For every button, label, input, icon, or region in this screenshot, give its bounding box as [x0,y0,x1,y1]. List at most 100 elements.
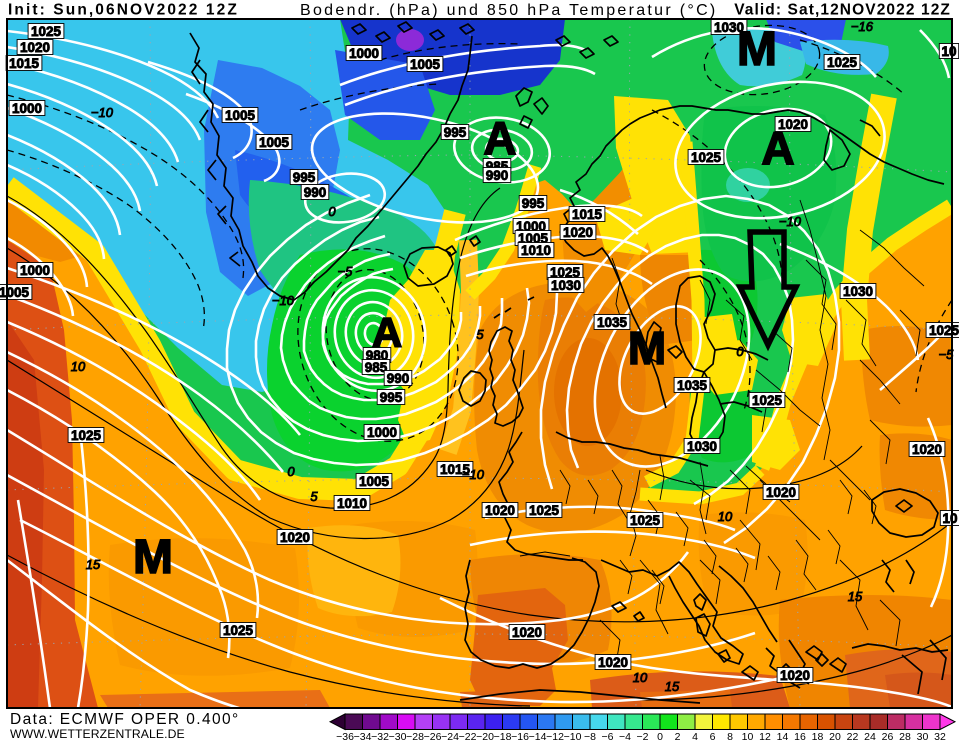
svg-text:12: 12 [759,731,771,741]
svg-text:1000: 1000 [20,263,50,278]
svg-text:1020: 1020 [778,117,808,132]
svg-text:1005: 1005 [225,108,256,123]
svg-text:−16: −16 [851,19,874,34]
svg-text:0: 0 [328,204,336,219]
svg-text:1025: 1025 [550,265,581,280]
svg-text:1025: 1025 [529,503,560,518]
svg-text:1005: 1005 [359,474,390,489]
svg-text:−20: −20 [476,731,494,741]
svg-text:15: 15 [86,557,101,572]
svg-text:10: 10 [71,359,86,374]
svg-text:1010: 1010 [521,243,551,258]
svg-text:24: 24 [864,731,876,741]
svg-text:18: 18 [812,731,824,741]
svg-text:−24: −24 [441,731,459,741]
svg-text:1025: 1025 [223,623,254,638]
svg-text:Data: ECMWF OPER 0.400°: Data: ECMWF OPER 0.400° [10,711,240,728]
svg-text:−22: −22 [459,731,477,741]
svg-text:990: 990 [486,168,509,183]
svg-text:Valid: Sat,12NOV2022 12Z: Valid: Sat,12NOV2022 12Z [734,2,951,19]
svg-text:1035: 1035 [597,315,628,330]
svg-text:−10: −10 [272,293,295,308]
svg-text:1020: 1020 [485,503,515,518]
svg-text:−10: −10 [462,467,485,482]
svg-text:6: 6 [710,731,716,741]
svg-text:1025: 1025 [827,55,858,70]
svg-text:15: 15 [665,679,680,694]
svg-text:−4: −4 [619,731,631,741]
svg-text:1025: 1025 [929,323,959,338]
svg-text:1020: 1020 [766,485,796,500]
svg-text:8: 8 [727,731,733,741]
svg-text:A: A [483,112,516,164]
svg-text:−36: −36 [336,731,354,741]
svg-text:M: M [737,23,777,76]
svg-text:−30: −30 [389,731,407,741]
svg-text:1015: 1015 [9,56,40,71]
svg-text:Init: Sun,06NOV2022 12Z: Init: Sun,06NOV2022 12Z [8,2,239,19]
svg-text:995: 995 [380,390,403,405]
svg-text:990: 990 [387,371,410,386]
svg-text:−5: −5 [939,347,955,362]
svg-text:22: 22 [847,731,859,741]
svg-text:995: 995 [444,125,467,140]
svg-text:26: 26 [882,731,894,741]
svg-text:−10: −10 [779,214,802,229]
svg-text:1025: 1025 [630,513,661,528]
svg-text:28: 28 [899,731,911,741]
svg-text:1030: 1030 [687,439,717,454]
svg-text:2: 2 [675,731,681,741]
svg-text:1035: 1035 [677,378,708,393]
svg-text:20: 20 [829,731,841,741]
svg-text:10: 10 [633,670,648,685]
svg-text:−18: −18 [494,731,512,741]
svg-text:0: 0 [287,464,295,479]
svg-text:1000: 1000 [367,425,397,440]
svg-text:1015: 1015 [572,207,603,222]
svg-text:10: 10 [942,511,957,526]
svg-text:995: 995 [293,170,316,185]
svg-text:1030: 1030 [843,284,873,299]
svg-text:1005: 1005 [0,285,30,300]
svg-text:−5: −5 [338,264,354,279]
svg-text:1020: 1020 [598,655,628,670]
svg-text:−10: −10 [91,105,114,120]
svg-text:1020: 1020 [780,668,810,683]
svg-text:−26: −26 [424,731,442,741]
svg-text:1025: 1025 [691,150,722,165]
svg-text:−34: −34 [354,731,372,741]
svg-text:−32: −32 [371,731,389,741]
svg-text:16: 16 [794,731,806,741]
svg-text:−28: −28 [406,731,424,741]
svg-text:WWW.WETTERZENTRALE.DE: WWW.WETTERZENTRALE.DE [10,727,185,741]
svg-text:10: 10 [742,731,754,741]
svg-text:1010: 1010 [337,496,367,511]
svg-text:0: 0 [736,344,744,359]
svg-text:−2: −2 [637,731,649,741]
svg-text:14: 14 [777,731,789,741]
svg-text:−12: −12 [546,731,564,741]
svg-text:30: 30 [917,731,929,741]
svg-text:1030: 1030 [551,278,581,293]
svg-text:−6: −6 [602,731,614,741]
svg-text:985: 985 [365,360,388,375]
svg-text:4: 4 [692,731,698,741]
svg-text:1000: 1000 [349,46,379,61]
svg-text:1005: 1005 [410,57,441,72]
svg-text:1025: 1025 [752,393,783,408]
svg-text:1025: 1025 [71,428,102,443]
svg-text:5: 5 [310,489,318,504]
svg-text:−16: −16 [511,731,529,741]
svg-text:1020: 1020 [912,442,942,457]
svg-text:10: 10 [718,509,733,524]
svg-text:A: A [372,309,402,356]
svg-text:1020: 1020 [563,225,593,240]
svg-text:990: 990 [304,185,327,200]
svg-text:1020: 1020 [512,625,542,640]
svg-text:−10: −10 [564,731,582,741]
svg-text:1030: 1030 [714,20,744,35]
svg-text:1000: 1000 [12,101,42,116]
svg-text:Bodendr. (hPa) und 850 hPa Tem: Bodendr. (hPa) und 850 hPa Temperatur (°… [300,2,718,19]
svg-text:M: M [628,322,666,374]
svg-text:1015: 1015 [440,462,471,477]
